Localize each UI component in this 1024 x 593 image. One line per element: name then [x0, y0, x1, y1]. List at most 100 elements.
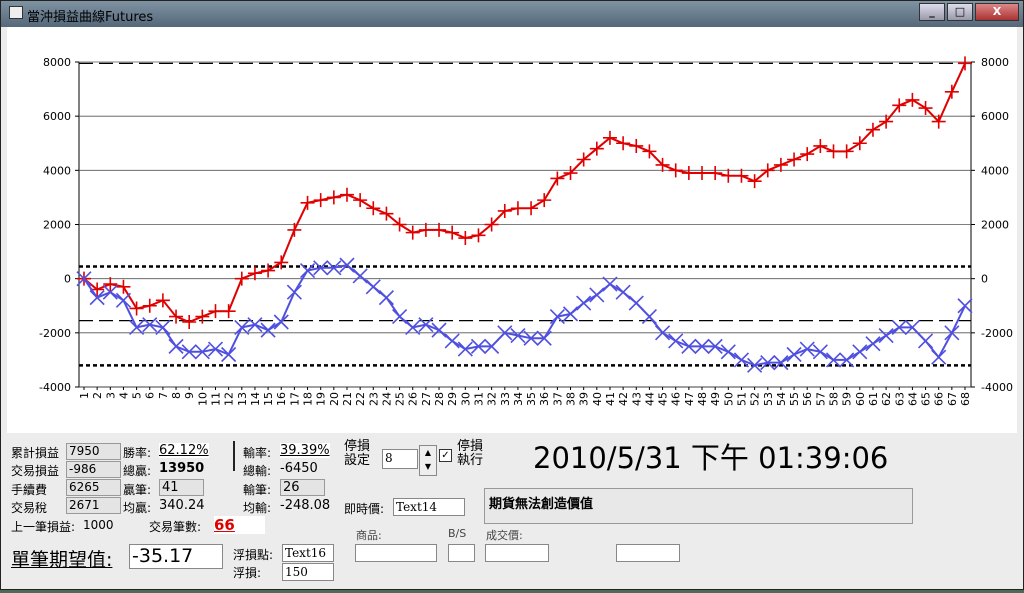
value-box: 26 — [280, 479, 325, 496]
marker — [734, 168, 749, 183]
marker — [326, 190, 341, 205]
float-loss-input[interactable]: 150 — [282, 563, 334, 581]
marker — [537, 193, 552, 208]
x-tick-label: 61 — [867, 392, 880, 406]
label: 均贏: — [123, 501, 152, 515]
marker — [642, 144, 657, 159]
y-tick-label: 2000 — [43, 219, 71, 232]
marker — [497, 203, 512, 218]
label: B/S — [448, 527, 467, 540]
marker — [760, 163, 775, 178]
marker — [602, 130, 617, 145]
marker — [576, 152, 591, 167]
y-tick-label: -4000 — [39, 381, 71, 394]
marker — [444, 333, 460, 349]
label: 總輸: — [243, 464, 272, 478]
price-input[interactable]: Text14 — [393, 498, 465, 516]
marker — [168, 338, 184, 354]
marker — [194, 344, 210, 360]
value: 340.24 — [159, 498, 205, 513]
extra-input[interactable] — [616, 544, 680, 562]
bs-input[interactable] — [448, 544, 475, 562]
marker — [247, 317, 263, 333]
minimize-button[interactable]: _ — [919, 3, 945, 21]
x-tick-label: 60 — [854, 392, 867, 406]
marker — [261, 263, 276, 278]
marker — [326, 260, 342, 276]
close-button[interactable]: X — [975, 3, 1019, 21]
marker — [89, 290, 105, 306]
marker — [957, 298, 973, 314]
separator — [233, 441, 235, 471]
marker — [299, 262, 316, 279]
x-tick-label: 46 — [670, 392, 683, 406]
marker — [799, 341, 815, 357]
marker — [615, 284, 631, 300]
marker — [129, 301, 144, 316]
x-tick-label: 14 — [249, 392, 262, 406]
marker — [352, 268, 368, 284]
label: 輸筆: — [243, 483, 272, 497]
datetime: 2010/5/31 下午 01:39:06 — [533, 441, 889, 475]
marker — [418, 222, 433, 237]
x-tick-label: 62 — [880, 392, 893, 406]
marker — [681, 338, 697, 354]
expect-box: -35.17 — [129, 544, 223, 569]
marker — [339, 257, 355, 273]
x-tick-label: 30 — [459, 392, 472, 406]
chart: -4000 -2000 0 2000 4000 6000 8000 -4000 -2000 0 20… — [7, 27, 1017, 433]
window-title: 當沖損益曲線Futures — [27, 10, 154, 25]
marker — [892, 98, 907, 113]
marker — [668, 333, 684, 349]
x-tick-label: 1 — [78, 392, 91, 399]
x-tick-label: 35 — [525, 392, 538, 406]
fill-input[interactable] — [485, 544, 549, 562]
marker — [787, 152, 802, 167]
marker — [300, 195, 315, 210]
marker — [432, 222, 447, 237]
marker — [431, 322, 447, 338]
marker — [484, 338, 500, 354]
stop-input[interactable]: 8 — [382, 449, 418, 469]
label: 均輸: — [243, 501, 272, 515]
series-line — [83, 62, 966, 324]
float-point-input[interactable]: Text16 — [282, 544, 334, 562]
marker — [273, 314, 289, 330]
marker — [365, 279, 381, 295]
x-tick-label: 22 — [354, 392, 367, 406]
value: 39.39% — [280, 443, 330, 458]
label: 上一筆損益: — [11, 520, 76, 534]
x-tick-label: 20 — [328, 392, 341, 406]
label: 總贏: — [123, 464, 152, 478]
marker — [129, 319, 145, 335]
x-tick-label: 8 — [170, 392, 183, 399]
product-input[interactable] — [355, 544, 437, 562]
x-tick-label: 25 — [394, 392, 407, 406]
x-tick-label: 5 — [131, 392, 144, 399]
marker — [221, 346, 237, 363]
spinner[interactable]: ▲ ▼ — [419, 445, 437, 476]
marker — [812, 344, 828, 360]
x-tick-label: 50 — [722, 392, 735, 406]
marker — [879, 114, 894, 129]
label: 商品: — [356, 529, 382, 542]
marker — [865, 336, 881, 352]
value-box: 41 — [159, 479, 204, 496]
marker — [221, 304, 236, 319]
x-tick-label: 56 — [801, 392, 814, 406]
app-icon — [9, 6, 23, 19]
value: 13950 — [159, 461, 205, 476]
marker — [589, 287, 605, 303]
marker — [629, 138, 644, 153]
marker — [668, 163, 683, 178]
value: 66 — [214, 516, 265, 534]
x-tick-label: 52 — [749, 392, 762, 406]
marker — [905, 92, 920, 107]
marker — [616, 136, 631, 151]
checkbox[interactable]: ✓ — [439, 449, 452, 462]
maximize-button[interactable]: □ — [947, 3, 973, 21]
marker — [445, 225, 460, 240]
x-tick-label: 11 — [209, 392, 222, 406]
x-tick-label: 7 — [157, 392, 170, 399]
x-tick-label: 48 — [696, 392, 709, 406]
